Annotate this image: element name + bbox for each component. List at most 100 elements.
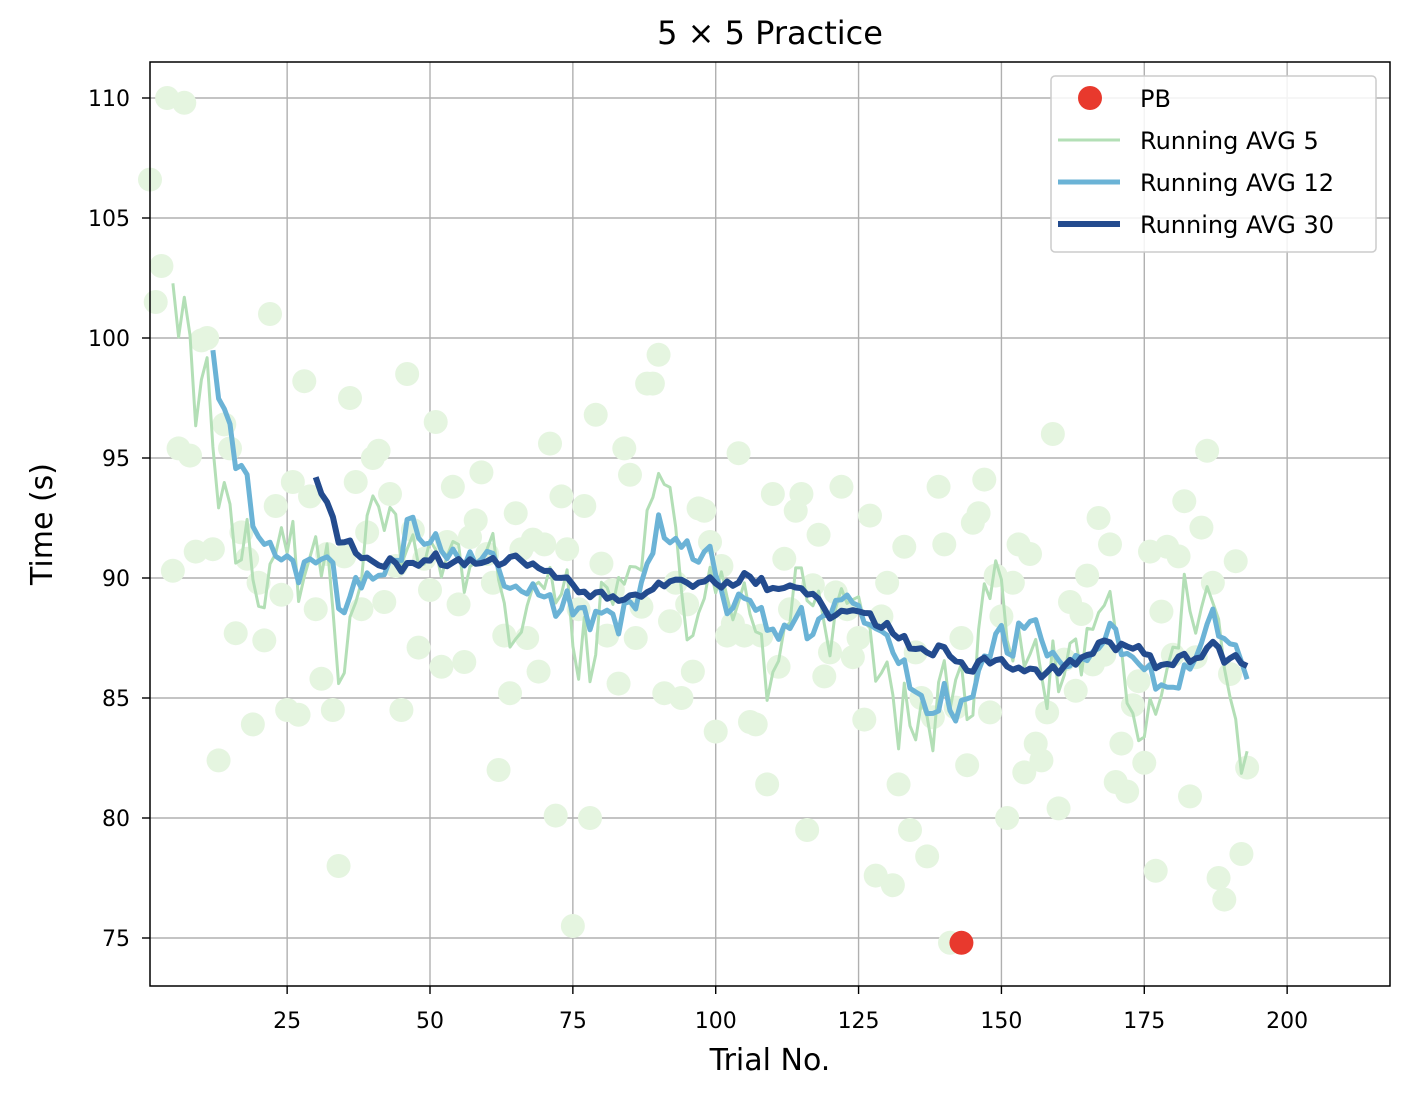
trial-point <box>1012 760 1037 785</box>
trial-point <box>618 462 642 487</box>
trial-point <box>378 482 402 506</box>
trial-point <box>789 482 814 506</box>
plot-frame <box>149 61 1391 987</box>
trial-point <box>366 438 391 463</box>
running-avg-line-30 <box>312 476 1249 681</box>
trial-point <box>1132 750 1157 775</box>
trial-point <box>812 664 837 689</box>
trial-point <box>372 590 397 614</box>
x-tick-label: 25 <box>273 1009 301 1034</box>
trial-point <box>240 712 265 737</box>
trial-point <box>932 532 957 557</box>
trial-point <box>395 362 420 386</box>
trial-point <box>578 806 602 830</box>
trial-point <box>1075 563 1100 588</box>
trial-point <box>886 772 911 797</box>
y-tick-label: 95 <box>102 447 130 472</box>
trial-point <box>915 844 940 869</box>
trial-point <box>280 470 305 494</box>
legend: PB Running AVG 5 Running AVG 12 Running … <box>1050 75 1377 253</box>
trial-point <box>469 460 494 485</box>
trial-point <box>955 753 980 778</box>
x-tick-label: 125 <box>838 1009 880 1034</box>
axis-ticks: 25 50 75 100 125 150 175 200 75 80 85 90 95 100 105 110 <box>88 87 1308 1034</box>
trial-point <box>589 551 614 576</box>
y-tick-label: 75 <box>102 927 130 952</box>
trial-point <box>263 494 288 518</box>
running-average-lines <box>171 283 1250 775</box>
trial-point <box>292 369 317 394</box>
trial-point <box>269 582 294 607</box>
trial-point <box>303 597 328 622</box>
x-tick-label: 150 <box>980 1009 1022 1034</box>
trial-point <box>806 522 831 547</box>
trial-point <box>972 467 997 492</box>
pb-marker <box>949 930 974 955</box>
trial-point <box>338 386 362 410</box>
legend-label-avg5: Running AVG 5 <box>1140 127 1319 155</box>
trial-point <box>772 546 797 571</box>
trial-point <box>429 654 454 679</box>
trial-point <box>172 90 197 115</box>
trial-point <box>1000 570 1025 595</box>
trial-point <box>858 503 882 528</box>
trial-point <box>526 659 551 684</box>
trial-point <box>743 712 768 737</box>
trial-point <box>223 621 248 646</box>
trial-point <box>1098 532 1122 557</box>
trial-point <box>880 873 905 898</box>
trial-point <box>515 626 540 650</box>
trial-point <box>418 578 442 602</box>
trial-point <box>298 484 322 509</box>
y-tick-label: 85 <box>102 687 130 712</box>
trial-point <box>206 748 231 773</box>
trial-point <box>1126 669 1151 694</box>
y-tick-label: 90 <box>102 567 130 592</box>
trial-point <box>549 484 574 509</box>
trial-point <box>1229 842 1254 866</box>
trial-point <box>149 254 174 278</box>
trial-point <box>989 604 1014 629</box>
trial-point <box>726 441 751 466</box>
x-tick-label: 50 <box>416 1009 444 1034</box>
trial-point <box>1029 748 1054 773</box>
trial-point <box>1178 784 1202 809</box>
trial-point <box>646 342 671 367</box>
pb-marker-layer <box>949 930 974 955</box>
trial-point <box>1018 542 1042 566</box>
trial-point <box>640 371 665 396</box>
trial-point <box>698 530 722 554</box>
trial-point <box>623 626 648 650</box>
trial-point <box>760 482 785 506</box>
trial-point <box>1166 544 1191 569</box>
trial-point <box>1143 858 1168 883</box>
trial-point <box>143 290 168 314</box>
trial-point <box>829 474 854 499</box>
trial-point <box>543 803 568 828</box>
trial-point <box>286 702 311 727</box>
y-tick-label: 105 <box>88 207 130 232</box>
trial-point <box>675 592 700 617</box>
trial-point <box>1046 796 1071 821</box>
running-avg-line-12 <box>210 349 1250 724</box>
trial-point <box>200 537 225 562</box>
trial-point <box>606 671 631 696</box>
trial-point <box>532 532 557 557</box>
trial-point <box>732 623 757 648</box>
trial-point <box>1086 506 1111 530</box>
running-avg-line-5 <box>171 283 1249 775</box>
legend-label-pb: PB <box>1140 85 1171 113</box>
trial-point <box>309 666 334 691</box>
trial-point <box>1218 662 1242 686</box>
trial-point <box>669 686 694 710</box>
trial-point <box>463 508 488 533</box>
trial-point <box>703 719 728 744</box>
trial-point <box>1206 866 1231 890</box>
trial-point <box>320 698 345 722</box>
trial-point <box>252 628 277 653</box>
trial-point <box>846 626 871 650</box>
trial-point <box>178 443 202 468</box>
x-tick-label: 200 <box>1266 1009 1308 1034</box>
trial-point <box>949 626 974 650</box>
legend-box <box>1050 75 1377 253</box>
